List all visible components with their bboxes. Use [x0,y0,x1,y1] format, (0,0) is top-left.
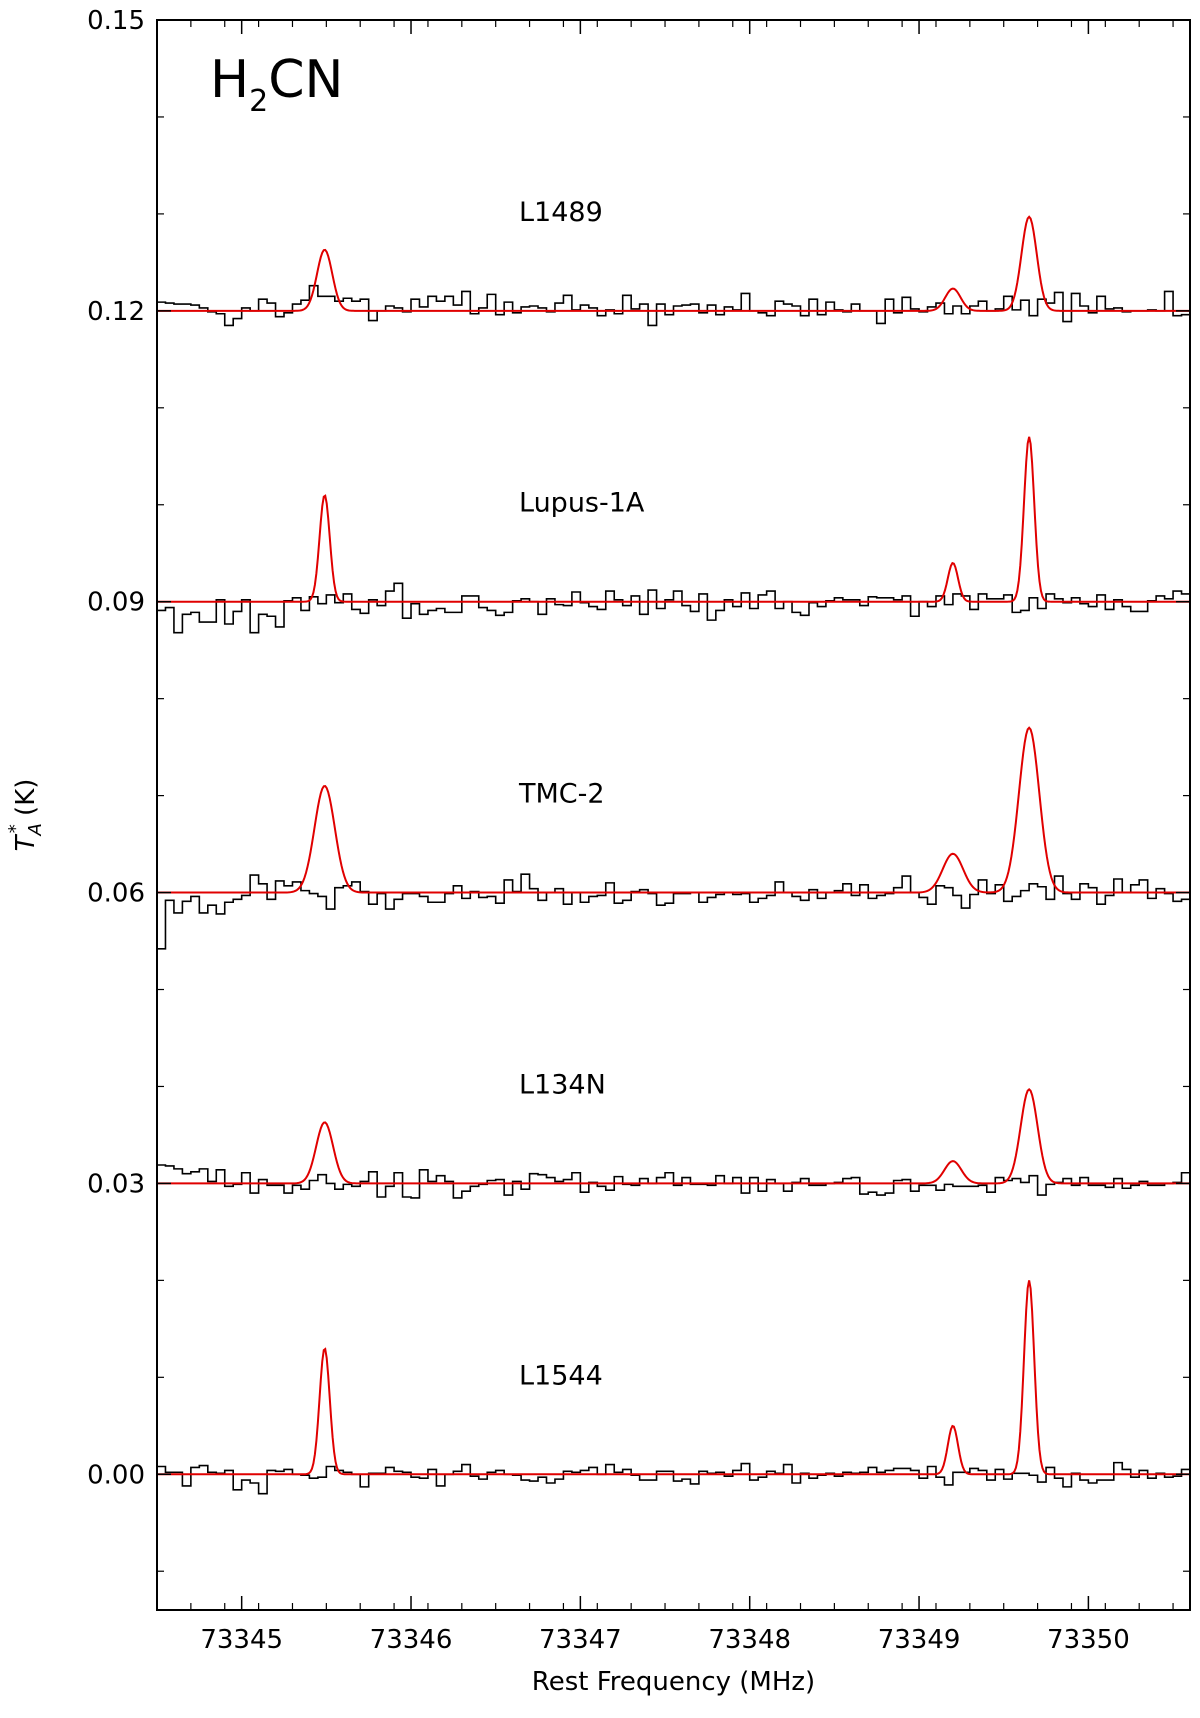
spectrum-l1489 [157,284,1190,327]
plot-area [157,215,1190,1495]
series-label: L134N [519,1069,606,1100]
series-label: L1489 [519,197,603,228]
fit-tmc-2 [157,726,1190,894]
x-tick-label: 73347 [539,1625,622,1655]
fit-l1489 [157,215,1190,312]
y-tick-label: 0.15 [87,6,145,36]
x-axis-label: Rest Frequency (MHz) [532,1667,815,1697]
spectrum-lupus-1a [157,582,1190,634]
fit-lupus-1a [157,436,1190,603]
x-tick-label: 73345 [200,1625,283,1655]
x-tick-label: 73346 [370,1625,453,1655]
x-tick-label: 73349 [878,1625,961,1655]
spectrum-tmc-2 [157,873,1190,950]
fit-l134n [157,1087,1190,1185]
y-tick-label: 0.06 [87,879,145,909]
species-label: H2CN [210,50,343,119]
y-axis-label: TA* (K) [5,779,46,852]
y-tick-label: 0.03 [87,1169,145,1199]
y-tick-label: 0.12 [87,297,145,327]
fit-l1544 [157,1280,1190,1476]
x-tick-label: 73348 [708,1625,791,1655]
axes-frame [156,19,1191,1611]
y-tick-label: 0.09 [87,588,145,618]
series-labels: L1489 Lupus-1A TMC-2 L134N L1544 [518,197,645,1391]
spectrum-l134n [157,1164,1190,1199]
series-label: Lupus-1A [519,488,645,519]
series-label: TMC-2 [518,779,605,810]
x-tick-label: 73350 [1047,1625,1130,1655]
y-tick-label: 0.00 [87,1460,145,1490]
series-label: L1544 [519,1360,603,1391]
ticks: 73345 73346 73347 73348 73349 73350 0.00 0.03 0.… [87,6,1190,1655]
